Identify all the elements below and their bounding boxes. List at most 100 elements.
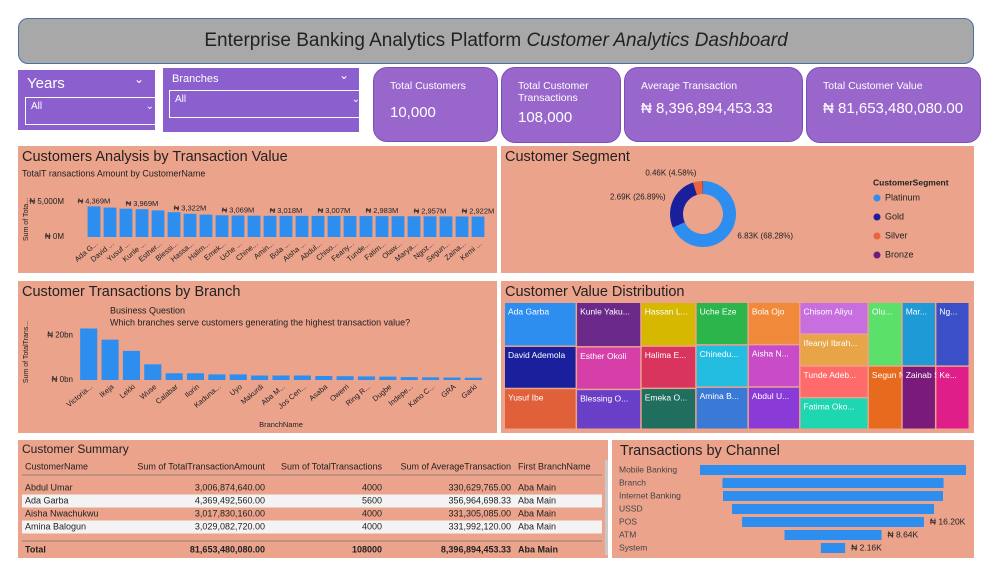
bar	[407, 216, 421, 237]
data-label: 6.83K (68.28%)	[737, 231, 793, 240]
data-label: ₦ 3,969M	[126, 199, 159, 208]
table-cell: Aba Main	[518, 495, 556, 505]
card-label: Average Transaction	[641, 80, 738, 92]
bar	[199, 214, 213, 237]
slicer-dropdown[interactable]: All ⌄	[25, 97, 160, 125]
bar	[315, 375, 333, 380]
tile-label: Uche Eze	[700, 306, 737, 316]
tile-label: Ifeanyi Ibrah...	[804, 338, 858, 348]
tile-label: Olu...	[872, 306, 892, 316]
y-tick-label: ₦ 5,000M	[29, 197, 64, 206]
x-axis-label: BranchName	[259, 420, 303, 429]
category-label: Mobile Banking	[619, 464, 677, 474]
donut-slice	[693, 181, 703, 195]
table-cell: 4000	[362, 508, 382, 518]
tile-label: Esther Okoli	[580, 351, 626, 361]
category-label: System	[619, 542, 647, 552]
treemap-tile	[577, 390, 641, 429]
table-cell: 356,964,698.33	[448, 495, 511, 505]
card-value: ₦ 8,396,894,453.33	[641, 100, 773, 117]
table-cell: Ada Garba	[25, 495, 69, 505]
header: Enterprise Banking Analytics Platform Cu…	[18, 18, 974, 64]
funnel-bar	[731, 504, 935, 514]
bar	[122, 350, 140, 380]
tile-label: Emeka O...	[645, 392, 688, 402]
data-label: ₦ 2,922M	[462, 207, 495, 216]
legend-label: Platinum	[885, 192, 920, 202]
bar	[295, 215, 309, 237]
y-axis-label: Sum of Tota...	[23, 198, 30, 241]
bar	[263, 215, 277, 237]
data-label: ₦ 2,957M	[414, 206, 447, 215]
bar	[464, 377, 482, 380]
tile-label: David Ademola	[508, 350, 565, 360]
row-band	[22, 494, 602, 508]
tile-label: Chisom Aliyu	[804, 306, 853, 316]
table-cell: 4000	[362, 521, 382, 531]
x-tick-label: Garki	[459, 382, 479, 401]
card-value: ₦ 81,653,480,080.00	[823, 100, 964, 117]
tile-label: Mar...	[906, 306, 927, 316]
funnel-bar	[723, 491, 943, 501]
column-header: CustomerName	[25, 461, 88, 471]
treemap-tile	[505, 346, 576, 388]
legend-swatch	[873, 251, 881, 259]
table-cell: 4000	[362, 482, 382, 492]
card-label: Total Customer Value	[823, 80, 923, 92]
bar	[229, 374, 247, 380]
treemap-tile	[577, 303, 641, 347]
panel-title: Customer Segment	[505, 149, 630, 165]
y-tick-label: ₦ 0M	[45, 232, 64, 241]
tile-label: Ada Garba	[508, 306, 549, 316]
bar	[103, 207, 117, 237]
tile-label: Fatima Oko...	[804, 402, 855, 412]
treemap-tile	[800, 303, 868, 334]
tile-label: Halima E...	[645, 350, 687, 360]
slicer-value: All	[31, 101, 43, 112]
data-label: ₦ 3,322M	[174, 204, 207, 213]
year-slicer[interactable]: Years ⌄ All ⌄	[18, 70, 160, 130]
donut-slice	[670, 182, 698, 228]
row-band	[22, 520, 602, 534]
bar	[135, 209, 149, 237]
kpi-card: Total Customer Transactions 108,000	[501, 67, 621, 143]
treemap-tile	[641, 389, 696, 429]
bar	[439, 216, 453, 237]
category-label: USSD	[619, 503, 643, 513]
kpi-card: Total Customer Value ₦ 81,653,480,080.00	[806, 67, 981, 143]
card-label: Total Customers	[390, 80, 466, 92]
kpi-card: Total Customers 10,000	[373, 67, 498, 142]
bar	[311, 215, 325, 237]
donut-slice	[672, 181, 736, 247]
funnel-bar	[784, 530, 882, 540]
table-cell: Aba Main	[518, 508, 556, 518]
slicer-dropdown[interactable]: All ⌄	[169, 90, 366, 118]
bar	[208, 374, 226, 380]
scrollbar[interactable]	[605, 460, 608, 555]
branch-chart: Customer Transactions by Branch Business …	[18, 281, 497, 433]
bar	[80, 328, 98, 380]
dropdown-chevron: ⌄	[351, 94, 360, 105]
column-header: Sum of TotalTransactionAmount	[137, 461, 265, 471]
branch-slicer[interactable]: Branches ⌄ All ⌄	[163, 68, 366, 132]
treemap-chart: Customer Value Distribution Ada Garba Davi…	[501, 281, 974, 433]
total-cell: Total	[25, 544, 46, 554]
table-cell: Aba Main	[518, 521, 556, 531]
treemap-tile	[800, 366, 868, 397]
panel-title: Customer Value Distribution	[505, 284, 684, 300]
x-tick-label: Lekki	[118, 382, 137, 400]
tile-label: Zainab Shittu	[906, 370, 956, 380]
data-label: ₦ 3,018M	[270, 206, 303, 215]
treemap-tile	[748, 345, 800, 387]
tile-label: Amina B...	[700, 391, 739, 401]
bar	[375, 216, 389, 237]
annotation: Business Question	[110, 305, 185, 315]
tile-label: Ke...	[939, 370, 956, 380]
slicer-chevron: ⌄	[339, 68, 350, 82]
table-cell: Aba Main	[518, 482, 556, 492]
panel-title: Customer Transactions by Branch	[22, 284, 240, 300]
data-label: ₦ 2.16K	[851, 542, 882, 552]
data-label: ₦ 4,369M	[78, 196, 111, 205]
column-header: Sum of AverageTransaction	[400, 461, 511, 471]
header-subtitle: Customer Analytics Dashboard	[526, 30, 788, 51]
